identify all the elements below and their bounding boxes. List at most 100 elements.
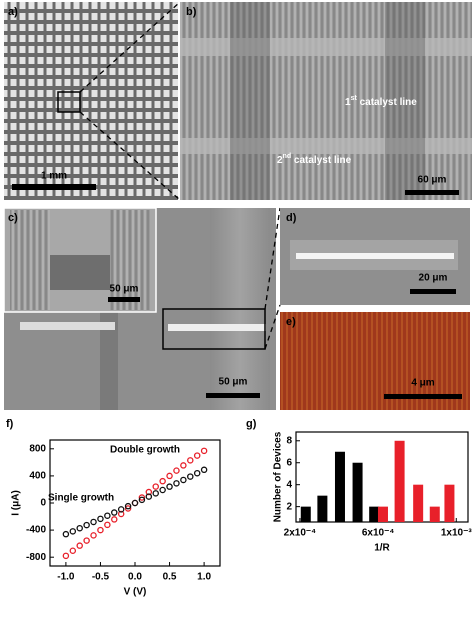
panel-label: d) [286,212,297,224]
marker [97,526,104,534]
y-tick-label: 4 [286,479,292,490]
bar [377,506,388,522]
marker [111,509,118,516]
marker [90,518,97,526]
series-label: Single growth [48,493,114,504]
marker [69,528,77,535]
panel-a: a) 1 mm [4,1,181,201]
annotation-part: nd [283,153,292,160]
marker [200,447,208,455]
x-axis-label: 1/R [374,543,390,554]
marker [117,506,125,513]
panel-c: c) 50 μm 50 μm [3,207,281,410]
marker [193,452,201,459]
marker [159,486,166,494]
marker [193,469,201,477]
marker [90,532,97,539]
scale-bar-label: 60 μm [418,175,447,186]
x-tick-label: 1x10⁻³ [441,528,473,539]
y-axis-label: I (μA) [11,490,22,516]
marker [159,477,166,485]
marker [69,547,77,555]
x-tick-label: 0.5 [163,572,177,583]
scale-bar-label: 50 μm [219,377,248,388]
series-label: Double growth [110,445,180,456]
annotation-part: 1 [345,97,351,108]
marker [124,502,132,510]
y-tick-label: 0 [40,498,46,509]
marker [187,473,194,480]
scale-bar-label: 20 μm [419,273,448,284]
x-tick-label: -0.5 [92,572,110,583]
marker [62,552,70,560]
marker [145,488,153,496]
marker [111,516,118,523]
bar [317,495,328,522]
bar [352,462,363,522]
panel-label: b) [186,6,197,18]
x-tick-label: 2x10⁻⁴ [284,528,317,539]
bar [394,440,405,522]
marker [180,476,187,484]
bar [413,484,424,522]
panel-b: b) 1st catalyst line 2nd catalyst line 6… [180,2,472,200]
scale-bar-label: 50 μm [110,284,139,295]
bar [444,484,455,522]
marker [131,499,139,507]
x-tick-label: 6x10⁻⁴ [362,528,395,539]
y-axis-label: Number of Devices [273,431,284,522]
marker [145,493,153,500]
marker [104,521,111,529]
marker [76,524,83,532]
y-tick-label: 400 [29,471,46,482]
x-axis-label: V (V) [124,587,147,598]
bar [300,506,311,522]
bar [334,451,345,522]
panel-label: g) [246,418,257,430]
annotation: 2nd catalyst line [277,153,352,166]
panel-label: a) [8,6,18,18]
scale-bar-label: 4 μm [411,378,434,389]
marker [166,483,173,490]
y-tick-label: -800 [26,552,46,563]
y-tick-label: 2 [286,501,292,512]
x-tick-label: 0.0 [128,572,142,583]
marker [173,467,180,474]
marker [124,505,132,512]
marker [83,521,90,529]
panel-e: e) 4 μm [280,312,470,410]
marker [180,462,187,469]
x-tick-label: 1.0 [197,572,211,583]
marker [187,457,194,464]
y-tick-label: 6 [286,457,292,468]
annotation-part: 2 [277,155,283,166]
marker [62,530,70,538]
y-tick-label: -400 [26,525,46,536]
marker [97,515,104,523]
bar [429,506,440,522]
annotation: 1st catalyst line [345,95,417,108]
marker [200,466,208,474]
marker [166,472,173,480]
bar [369,506,380,522]
annotation-part: catalyst line [357,97,417,108]
marker [104,512,111,519]
marker [173,480,180,487]
marker [152,483,159,490]
y-tick-label: 8 [286,435,292,446]
scale-bar-label: 1 mm [41,171,67,182]
panel-d: d) 20 μm [280,208,470,305]
annotation-part: st [351,95,358,102]
marker [76,542,83,549]
marker [138,496,146,504]
annotation-part: catalyst line [291,155,351,166]
y-tick-label: 800 [29,443,46,454]
marker [152,490,159,497]
panel-label: c) [8,212,18,224]
panel-label: f) [6,418,14,430]
panel-label: e) [286,316,296,328]
marker [83,537,90,544]
marker [138,494,146,501]
x-tick-label: -1.0 [57,572,75,583]
